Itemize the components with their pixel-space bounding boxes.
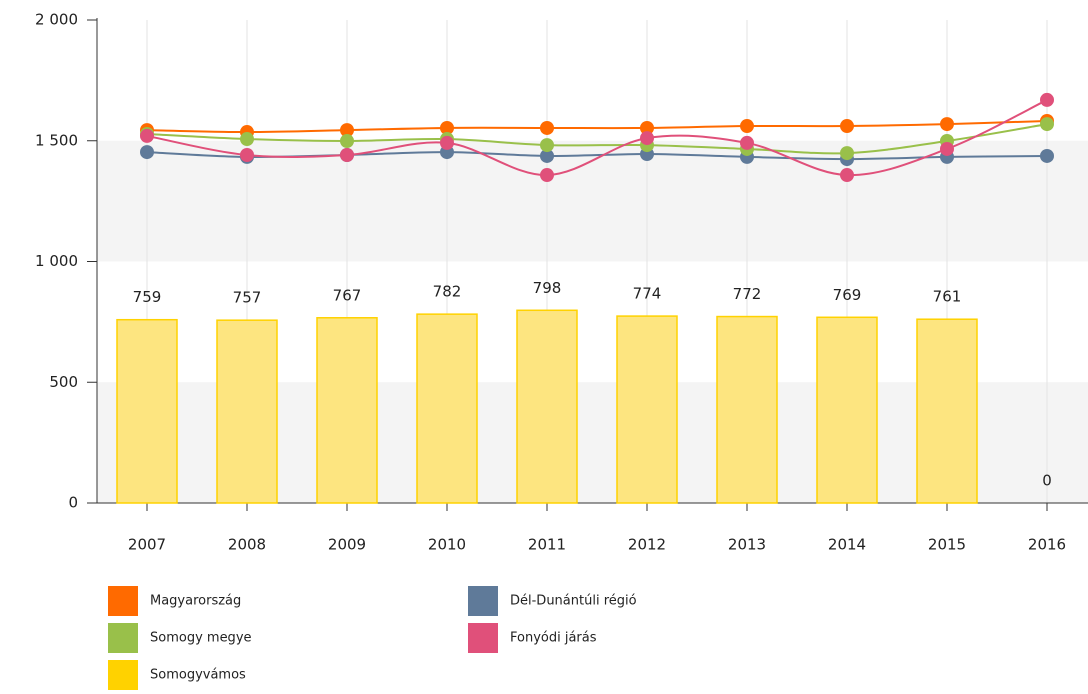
x-tick-label: 2010 xyxy=(428,536,466,554)
bar xyxy=(916,318,978,504)
bar xyxy=(116,318,178,504)
line-point xyxy=(1040,92,1054,107)
x-tick-label: 2015 xyxy=(928,536,966,554)
legend-swatch xyxy=(468,586,498,616)
bar-value-label: 761 xyxy=(933,288,962,306)
line-point xyxy=(540,168,554,183)
legend-swatch xyxy=(108,586,138,616)
x-tick-label: 2016 xyxy=(1028,536,1066,554)
bar xyxy=(816,316,878,504)
line-point xyxy=(340,133,354,148)
line-point xyxy=(440,120,454,135)
bar-value-label: 769 xyxy=(833,286,862,304)
line-point xyxy=(140,128,154,143)
legend-label: Magyarország xyxy=(150,594,241,609)
bar xyxy=(416,313,478,504)
bar xyxy=(716,315,778,504)
bar-value-label: 782 xyxy=(433,283,462,301)
line-point xyxy=(640,131,654,146)
line-point xyxy=(940,141,954,156)
x-tick-label: 2009 xyxy=(328,536,366,554)
bar xyxy=(616,315,678,504)
y-tick-label: 500 xyxy=(49,373,78,391)
bar-value-label: 767 xyxy=(333,286,362,304)
line-point xyxy=(740,119,754,134)
line-point xyxy=(840,168,854,183)
legend-swatch xyxy=(108,660,138,690)
line xyxy=(146,123,1048,155)
legend-label: Dél-Dunántúli régió xyxy=(510,594,637,609)
bar-value-label: 798 xyxy=(533,279,562,297)
legend-label: Fonyódi járás xyxy=(510,631,597,646)
line-point xyxy=(340,147,354,162)
line-point xyxy=(540,148,554,163)
line-point xyxy=(740,135,754,150)
line-point xyxy=(1040,117,1054,132)
line-point xyxy=(340,123,354,138)
x-tick-label: 2011 xyxy=(528,536,566,554)
line-point xyxy=(840,146,854,161)
line-point xyxy=(240,147,254,162)
legend-swatch xyxy=(468,623,498,653)
bar-value-label: 0 xyxy=(1042,472,1052,490)
bar-value-label: 774 xyxy=(633,285,662,303)
y-tick-label: 2 000 xyxy=(35,11,78,29)
bar-value-label: 772 xyxy=(733,285,762,303)
bar xyxy=(516,309,578,504)
line-point xyxy=(540,120,554,135)
bar-value-label: 757 xyxy=(233,289,262,307)
x-tick-label: 2007 xyxy=(128,536,166,554)
line-point xyxy=(1040,148,1054,163)
line xyxy=(146,119,1048,134)
bar xyxy=(316,317,378,504)
legend-label: Somogy megye xyxy=(150,631,252,646)
line-point xyxy=(540,138,554,153)
line-point xyxy=(140,145,154,160)
x-tick-label: 2014 xyxy=(828,536,866,554)
y-tick-label: 1 000 xyxy=(35,252,78,270)
x-tick-label: 2013 xyxy=(728,536,766,554)
line xyxy=(146,99,1048,177)
bar-value-label: 759 xyxy=(133,288,162,306)
line-point xyxy=(840,119,854,134)
line-point xyxy=(940,117,954,132)
line-point xyxy=(240,132,254,147)
y-tick-label: 1 500 xyxy=(35,131,78,149)
legend-swatch xyxy=(108,623,138,653)
x-tick-label: 2012 xyxy=(628,536,666,554)
bar xyxy=(216,319,278,504)
line-point xyxy=(640,120,654,135)
line-point xyxy=(440,135,454,150)
x-tick-label: 2008 xyxy=(228,536,266,554)
legend-label: Somogyvámos xyxy=(150,668,246,683)
y-tick-label: 0 xyxy=(68,494,78,512)
